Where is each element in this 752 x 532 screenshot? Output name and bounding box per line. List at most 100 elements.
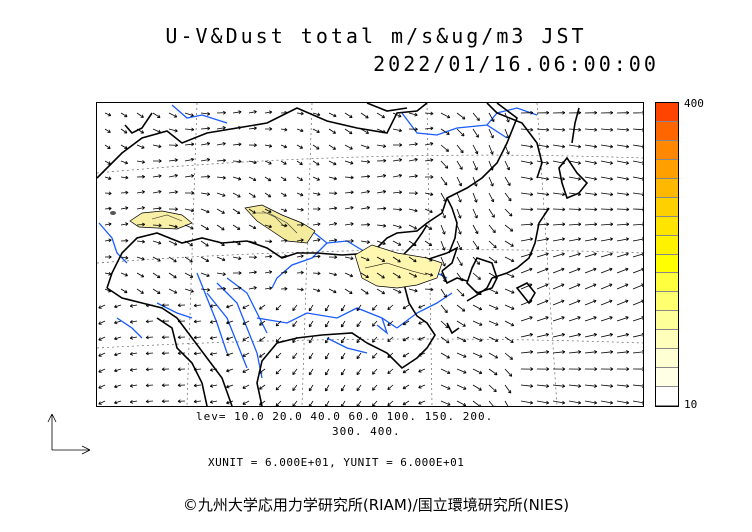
wind-arrow xyxy=(520,252,533,258)
wind-arrow xyxy=(248,176,257,182)
wind-arrow xyxy=(488,368,498,376)
wind-arrow xyxy=(161,383,170,388)
wind-arrow xyxy=(376,240,386,246)
wind-arrow xyxy=(344,128,353,135)
colorbar-band xyxy=(656,311,678,331)
wind-arrow xyxy=(312,128,320,134)
wind-arrow xyxy=(600,144,614,149)
wind-arrow xyxy=(372,304,378,311)
wind-arrow xyxy=(584,192,598,197)
wind-arrow xyxy=(200,141,211,146)
wind-arrow xyxy=(344,272,354,278)
wind-arrow xyxy=(114,320,122,325)
wind-arrow xyxy=(209,320,218,324)
wind-arrow xyxy=(552,160,566,165)
wind-arrow xyxy=(344,112,353,118)
wind-arrow xyxy=(98,384,106,389)
wind-arrow xyxy=(168,158,178,163)
wind-arrow xyxy=(408,224,418,230)
wind-arrow xyxy=(161,335,170,340)
wind-arrow xyxy=(418,368,426,373)
wind-arrow xyxy=(424,224,433,230)
wind-arrow xyxy=(129,319,138,324)
wind-arrow xyxy=(632,176,643,181)
wind-arrow xyxy=(168,272,177,279)
wind-arrow xyxy=(392,112,402,118)
wind-arrow xyxy=(360,144,370,149)
wind-arrow xyxy=(312,271,321,276)
wind-arrow xyxy=(152,288,161,294)
wind-arrow xyxy=(456,400,467,406)
wind-arrow xyxy=(193,351,202,356)
wind-arrow xyxy=(292,304,298,311)
wind-arrow xyxy=(356,352,362,360)
wind-arrow xyxy=(424,208,433,214)
wind-arrow xyxy=(440,144,450,152)
wind-arrow xyxy=(632,252,643,258)
wind-arrow xyxy=(568,267,581,274)
wind-arrow xyxy=(209,368,218,372)
wind-arrow xyxy=(344,288,353,294)
wind-arrow xyxy=(456,112,466,120)
wind-arrow xyxy=(616,110,630,115)
wind-arrow xyxy=(536,283,549,290)
wind-arrow xyxy=(114,304,122,309)
wind-arrow xyxy=(216,240,225,246)
wind-arrow xyxy=(520,299,533,306)
wind-arrow xyxy=(145,319,154,324)
wind-arrow xyxy=(184,288,194,293)
wind-arrow xyxy=(129,351,138,356)
wind-arrow xyxy=(136,190,145,194)
wind-arrow xyxy=(424,126,434,131)
wind-arrow xyxy=(552,237,566,242)
wind-arrow xyxy=(584,400,598,405)
colorbar-min-label: 10 xyxy=(684,398,698,411)
wind-arrow xyxy=(259,336,266,342)
wind-arrow xyxy=(504,384,512,394)
wind-arrow xyxy=(275,336,282,343)
wind-arrow xyxy=(184,224,194,230)
coastlines xyxy=(97,103,589,406)
wind-arrow xyxy=(226,304,234,309)
colorbar-band xyxy=(656,254,678,274)
wind-arrow xyxy=(114,368,122,373)
wind-arrow xyxy=(184,272,194,278)
wind-arrow xyxy=(184,191,195,195)
wind-arrow xyxy=(402,352,410,358)
wind-arrow xyxy=(520,316,533,322)
wind-arrow xyxy=(312,160,320,166)
wind-arrow xyxy=(402,304,410,310)
wind-arrow xyxy=(328,112,337,118)
wind-arrow xyxy=(568,207,582,212)
wind-arrow xyxy=(340,336,346,344)
wind-arrow xyxy=(616,222,630,227)
colorbar-band xyxy=(656,197,678,217)
wind-arrow xyxy=(616,207,630,212)
wind-arrow xyxy=(616,160,630,165)
wind-arrow xyxy=(275,352,282,359)
wind-arrow xyxy=(226,368,234,373)
wind-arrow xyxy=(520,176,534,181)
wind-arrow xyxy=(209,384,218,388)
wind-arrow xyxy=(392,240,402,246)
wind-arrow xyxy=(488,272,499,279)
wind-arrow xyxy=(114,400,122,405)
wind-arrow xyxy=(456,352,467,358)
wind-arrow xyxy=(472,384,482,391)
wind-arrow xyxy=(168,190,178,194)
wind-arrow xyxy=(292,368,298,375)
wind-arrow xyxy=(340,384,346,392)
wind-arrow xyxy=(472,208,478,219)
wind-arrow xyxy=(248,110,257,114)
wind-arrow xyxy=(424,272,434,277)
wind-arrow xyxy=(104,176,112,181)
wind-arrow xyxy=(200,272,210,278)
wind-arrow xyxy=(440,256,446,267)
wind-arrow xyxy=(536,192,550,197)
wind-arrow xyxy=(568,299,581,306)
wind-arrow xyxy=(372,336,378,343)
wind-arrow xyxy=(632,316,643,322)
wind-arrow xyxy=(552,192,566,197)
wind-arrow xyxy=(520,384,534,388)
wind-arrow xyxy=(488,288,499,295)
